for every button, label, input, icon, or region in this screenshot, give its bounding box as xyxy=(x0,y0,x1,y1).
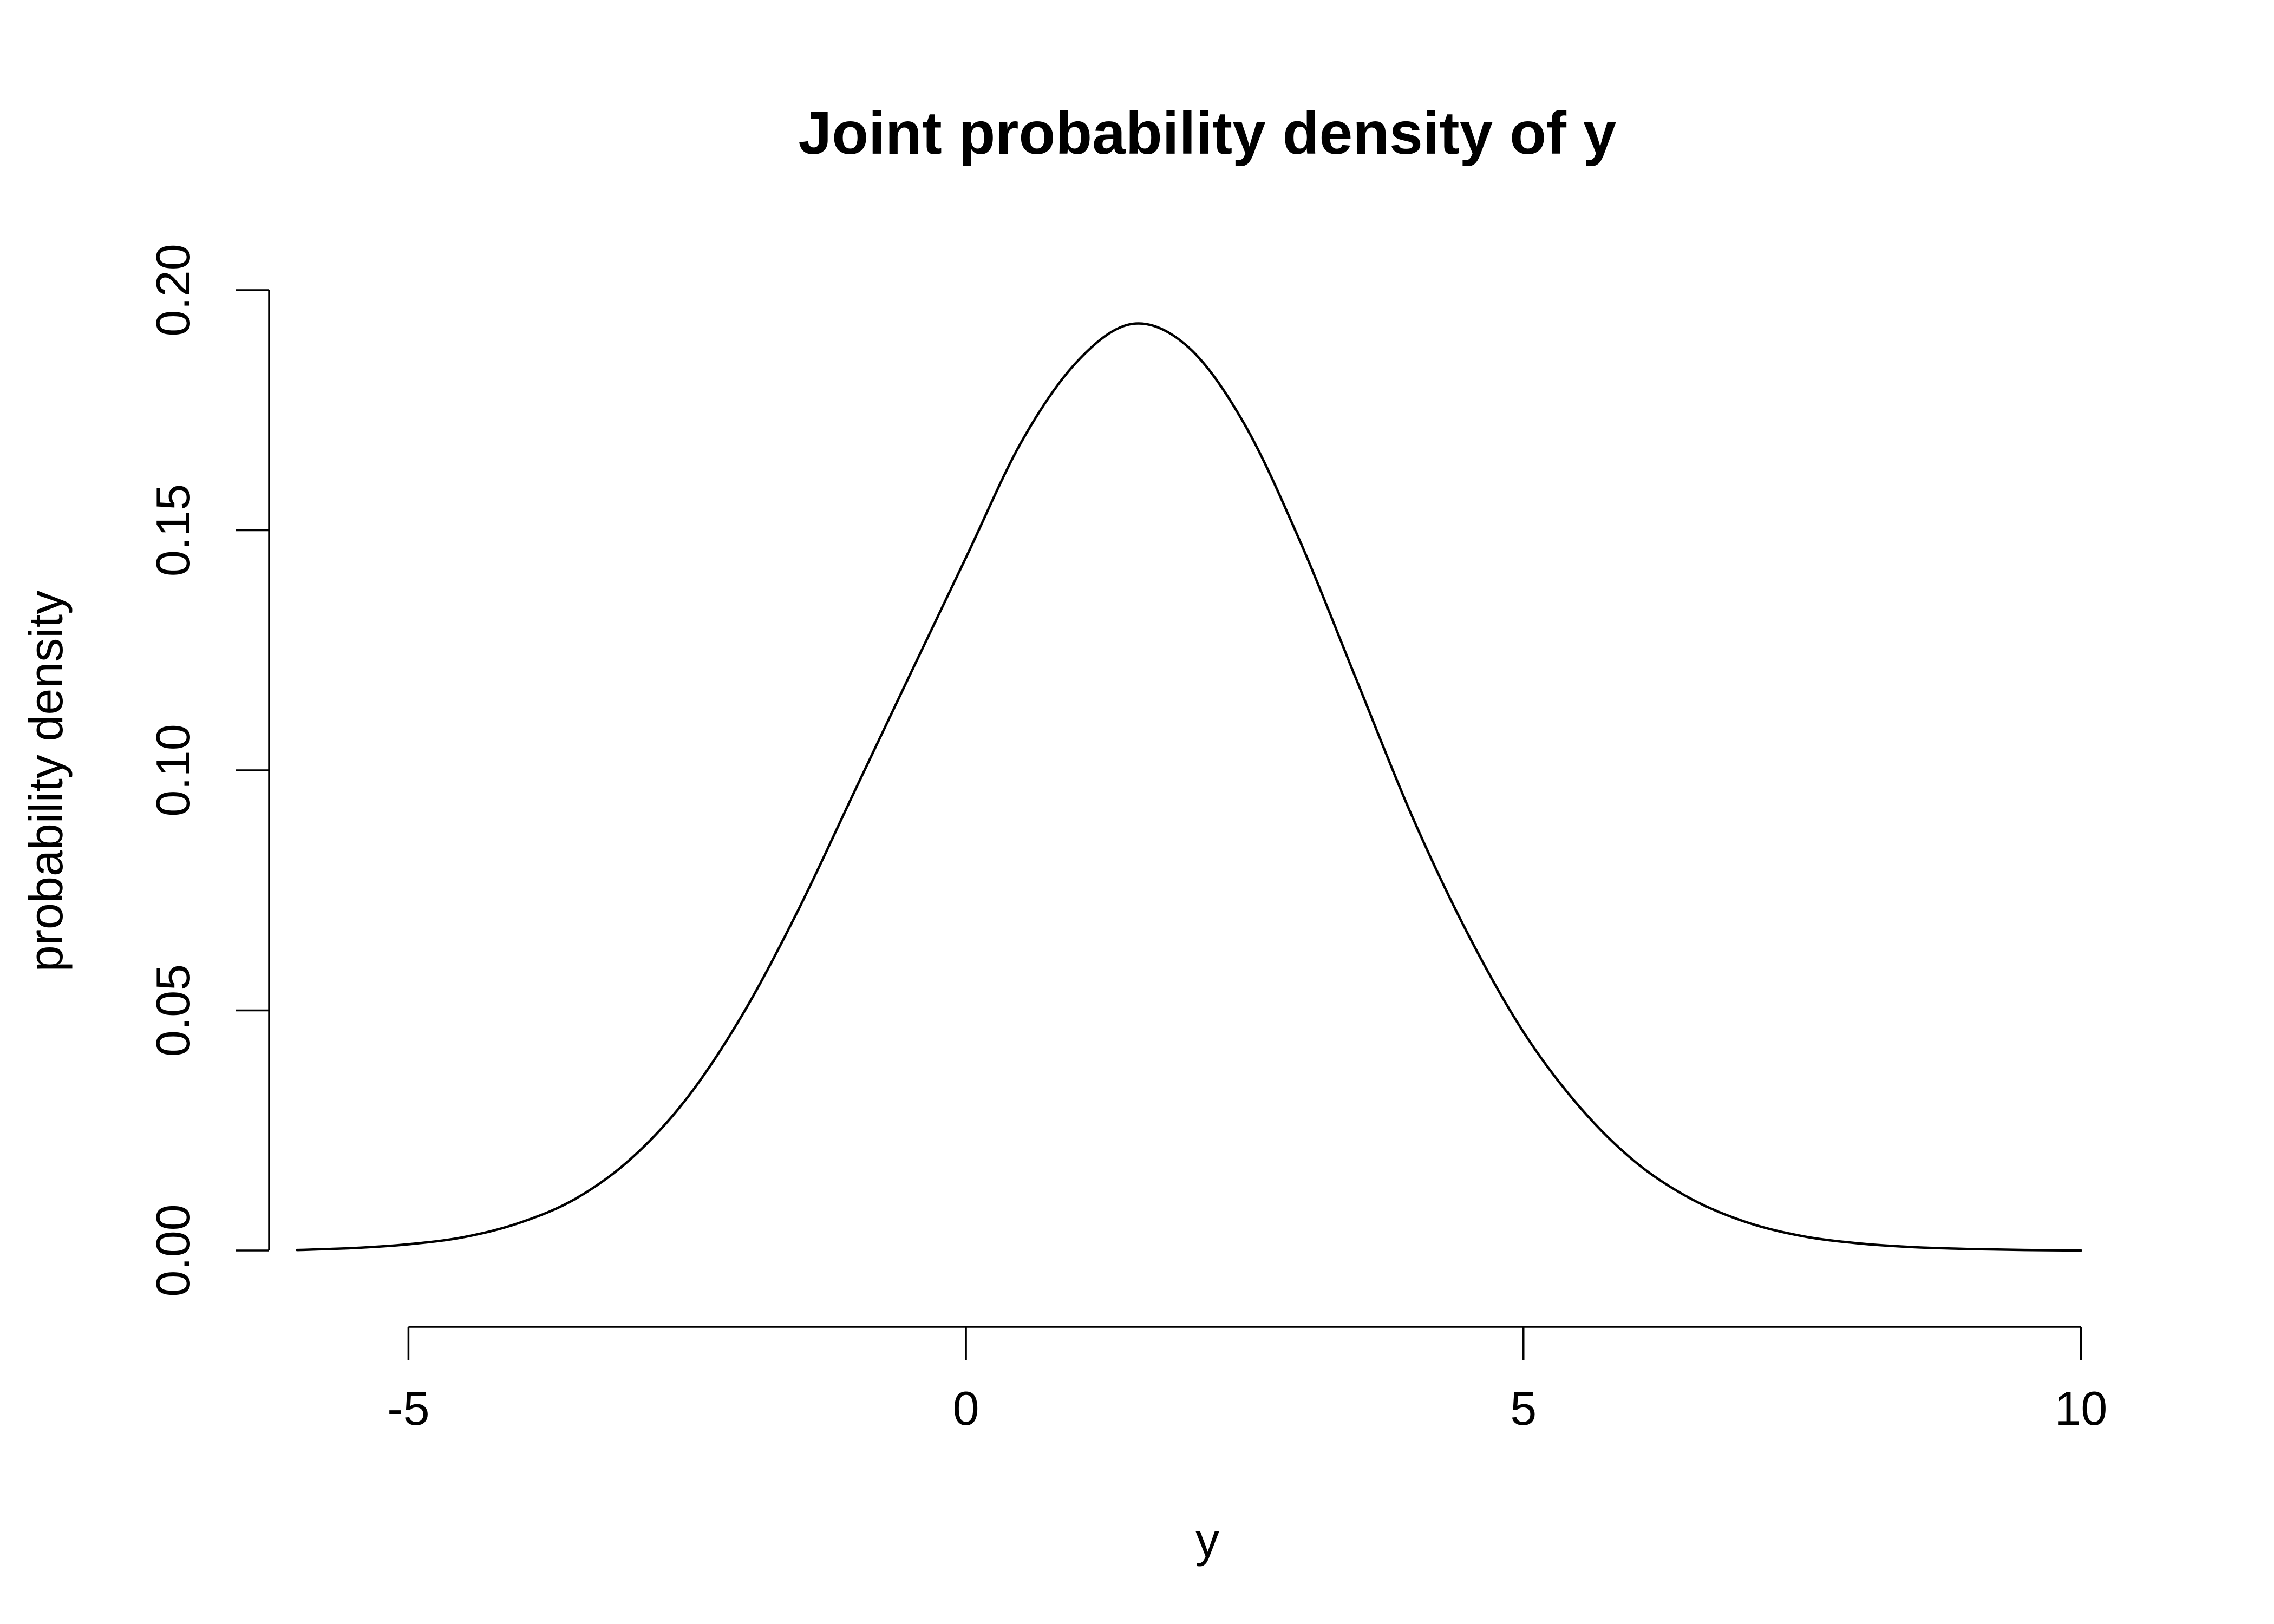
density-curve-line xyxy=(296,322,2082,1252)
x-tick-label: 10 xyxy=(2054,1381,2107,1435)
y-axis-title: probability density xyxy=(19,591,73,972)
x-tick-label: 0 xyxy=(953,1381,979,1435)
x-tick-label: -5 xyxy=(387,1381,429,1435)
chart-title: Joint probability density of y xyxy=(799,100,1617,167)
y-tick-label: 0.10 xyxy=(146,724,200,816)
y-tick-label: 0.05 xyxy=(146,964,200,1057)
series-layer xyxy=(296,322,2082,1252)
x-axis-title: y xyxy=(1195,1513,1219,1567)
y-axis: 0.00 0.05 0.10 0.15 0.20 xyxy=(146,244,270,1297)
x-tick-label: 5 xyxy=(1510,1381,1537,1435)
x-axis: -5 0 5 10 xyxy=(387,1326,2107,1435)
y-tick-label: 0.20 xyxy=(146,244,200,336)
y-tick-label: 0.15 xyxy=(146,484,200,577)
y-tick-label: 0.00 xyxy=(146,1204,200,1296)
